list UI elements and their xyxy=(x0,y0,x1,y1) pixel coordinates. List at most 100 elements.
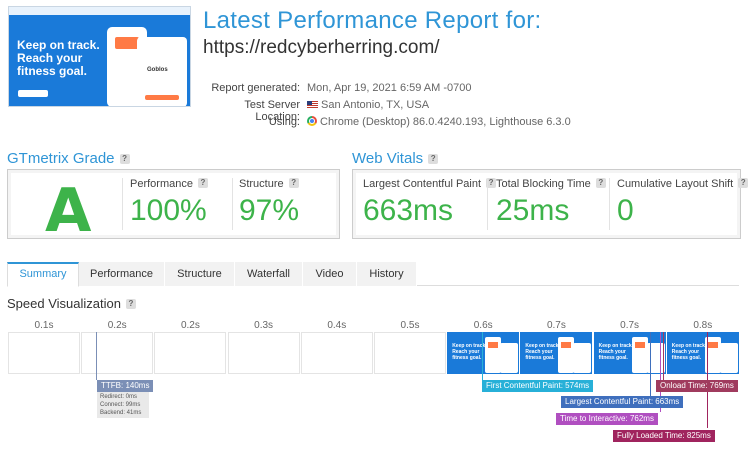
thumbnail-card-text: Goblos xyxy=(147,67,168,73)
filmstrip-frame[interactable] xyxy=(8,332,80,374)
fully-loaded-tag: Fully Loaded Time: 825ms xyxy=(613,430,715,442)
timeline-tick-label: 0.3s xyxy=(254,320,274,331)
frame-phone xyxy=(485,337,502,373)
fcp-marker-line xyxy=(482,332,483,380)
filmstrip-frame[interactable] xyxy=(154,332,227,374)
frame-hero-text: Keep on track. Reach your fitness goal. xyxy=(525,343,560,361)
server-location-label: Test Server Location: xyxy=(244,99,300,123)
lcp-marker-line xyxy=(650,332,651,396)
server-location-value-wrap: San Antonio, TX, USA xyxy=(307,99,429,111)
frame-hero-text: Keep on track. Reach your fitness goal. xyxy=(452,343,487,361)
report-generated-value: Mon, Apr 19, 2021 6:59 AM -0700 xyxy=(307,82,472,94)
frame-card xyxy=(719,343,738,373)
report-tabs: Summary Performance Structure Waterfall … xyxy=(7,262,739,287)
frame-phone xyxy=(631,337,648,373)
grade-title-text: GTmetrix Grade xyxy=(7,150,115,167)
filmstrip-frame[interactable] xyxy=(227,332,300,374)
tab-waterfall[interactable]: Waterfall xyxy=(235,262,303,286)
vitals-section-title: Web Vitals? xyxy=(352,150,439,167)
thumbnail-cta xyxy=(18,90,48,97)
cls-metric: Cumulative Layout Shift? 0 xyxy=(617,178,749,228)
timeline-tick-label: 0.8s xyxy=(693,320,713,331)
performance-value: 100% xyxy=(130,194,207,227)
tbt-label: Total Blocking Time xyxy=(496,178,591,190)
chrome-icon xyxy=(307,116,317,126)
lcp-value: 663ms xyxy=(363,194,454,227)
ttfb-tag: TTFB: 140ms xyxy=(97,380,154,392)
frame-phone xyxy=(558,337,575,373)
frame-hero-text: Keep on track. Reach your fitness goal. xyxy=(598,343,634,361)
onload-tag: Onload Time: 769ms xyxy=(656,380,738,392)
timeline-tick-label: 0.2s xyxy=(180,320,200,331)
lcp-tag: Largest Contentful Paint: 663ms xyxy=(561,396,684,408)
filmstrip-frame[interactable] xyxy=(374,332,446,374)
tbt-value: 25ms xyxy=(496,194,570,227)
report-generated-label: Report generated: xyxy=(211,82,300,94)
ttfb-breakdown: Redirect: 0ms Connect: 99ms Backend: 41m… xyxy=(97,392,149,418)
timeline-tick-label: 0.7s xyxy=(546,320,566,331)
using-label: Using: xyxy=(268,116,300,128)
divider xyxy=(122,178,123,230)
performance-metric: Performance? 100% xyxy=(130,178,208,228)
lcp-metric: Largest Contentful Paint? 663ms xyxy=(363,178,497,228)
report-url[interactable]: https://redcyberherring.com/ xyxy=(203,37,440,58)
tab-summary[interactable]: Summary xyxy=(7,262,79,287)
cls-value: 0 xyxy=(617,194,634,227)
thumbnail-hero-text: Keep on track. Reach your fitness goal. xyxy=(17,38,100,78)
tbt-help-icon[interactable]: ? xyxy=(595,178,606,188)
structure-value: 97% xyxy=(239,194,300,227)
tti-marker-line xyxy=(660,332,661,412)
structure-metric: Structure? 97% xyxy=(239,178,299,228)
grade-letter: A xyxy=(45,176,92,246)
structure-label: Structure xyxy=(239,178,284,190)
grade-section-title: GTmetrix Grade? xyxy=(7,150,130,167)
divider xyxy=(609,178,610,230)
filmstrip-frame[interactable] xyxy=(81,332,154,374)
filmstrip-frame[interactable]: Keep on track. Reach your fitness goal. xyxy=(593,332,666,374)
timeline-tick-label: 0.6s xyxy=(473,320,493,331)
timeline-tick-label: 0.1s xyxy=(34,320,54,331)
tbt-metric: Total Blocking Time? 25ms xyxy=(496,178,606,228)
lcp-label: Largest Contentful Paint xyxy=(363,178,482,190)
performance-help-icon[interactable]: ? xyxy=(197,178,208,188)
tab-structure[interactable]: Structure xyxy=(165,262,235,286)
tab-performance[interactable]: Performance xyxy=(79,262,165,286)
vitals-title-text: Web Vitals xyxy=(352,150,424,167)
using-value-wrap: Chrome (Desktop) 86.0.4240.193, Lighthou… xyxy=(307,116,571,128)
tti-tag: Time to Interactive: 762ms xyxy=(556,413,658,425)
report-title: Latest Performance Report for: xyxy=(203,7,542,34)
ttfb-backend: Backend: 41ms xyxy=(100,410,142,416)
grade-box: A Performance? 100% Structure? 97% xyxy=(7,169,340,246)
onload-marker-line xyxy=(663,332,664,380)
tab-video[interactable]: Video xyxy=(303,262,357,286)
filmstrip-frame[interactable] xyxy=(300,332,373,374)
grade-help-icon[interactable]: ? xyxy=(119,154,130,164)
thumbnail-navbar xyxy=(9,7,190,15)
speed-viz-help-icon[interactable]: ? xyxy=(125,299,136,309)
ttfb-connect: Connect: 99ms xyxy=(100,402,141,408)
divider xyxy=(487,178,488,230)
thumbnail-card: Goblos xyxy=(137,37,187,106)
frame-phone xyxy=(704,337,721,373)
tab-history[interactable]: History xyxy=(357,262,417,286)
timeline-tick-label: 0.7s xyxy=(620,320,640,331)
speed-visualization-title-text: Speed Visualization xyxy=(7,296,121,311)
filmstrip-frame[interactable]: Keep on track. Reach your fitness goal. xyxy=(666,332,739,374)
vitals-box: Largest Contentful Paint? 663ms Total Bl… xyxy=(352,169,749,239)
structure-help-icon[interactable]: ? xyxy=(288,178,299,188)
vitals-help-icon[interactable]: ? xyxy=(428,154,439,164)
frame-hero-text: Keep on track. Reach your fitness goal. xyxy=(671,343,707,361)
using-value: Chrome (Desktop) 86.0.4240.193, Lighthou… xyxy=(320,116,571,128)
divider xyxy=(232,178,233,230)
server-location-value: San Antonio, TX, USA xyxy=(321,99,430,111)
us-flag-icon xyxy=(307,101,318,109)
filmstrip-frame[interactable]: Keep on track. Reach your fitness goal. xyxy=(520,332,593,374)
cls-help-icon[interactable]: ? xyxy=(738,178,749,188)
timeline-tick-label: 0.5s xyxy=(400,320,420,331)
page-screenshot-thumbnail[interactable]: Keep on track. Reach your fitness goal. … xyxy=(8,6,191,107)
filmstrip-frame[interactable]: Keep on track. Reach your fitness goal. xyxy=(447,332,520,374)
speed-visualization-title: Speed Visualization? xyxy=(7,296,136,311)
lcp-help-icon[interactable]: ? xyxy=(486,178,497,188)
ttfb-marker-line xyxy=(96,332,97,380)
fcp-tag: First Contentful Paint: 574ms xyxy=(482,380,594,392)
